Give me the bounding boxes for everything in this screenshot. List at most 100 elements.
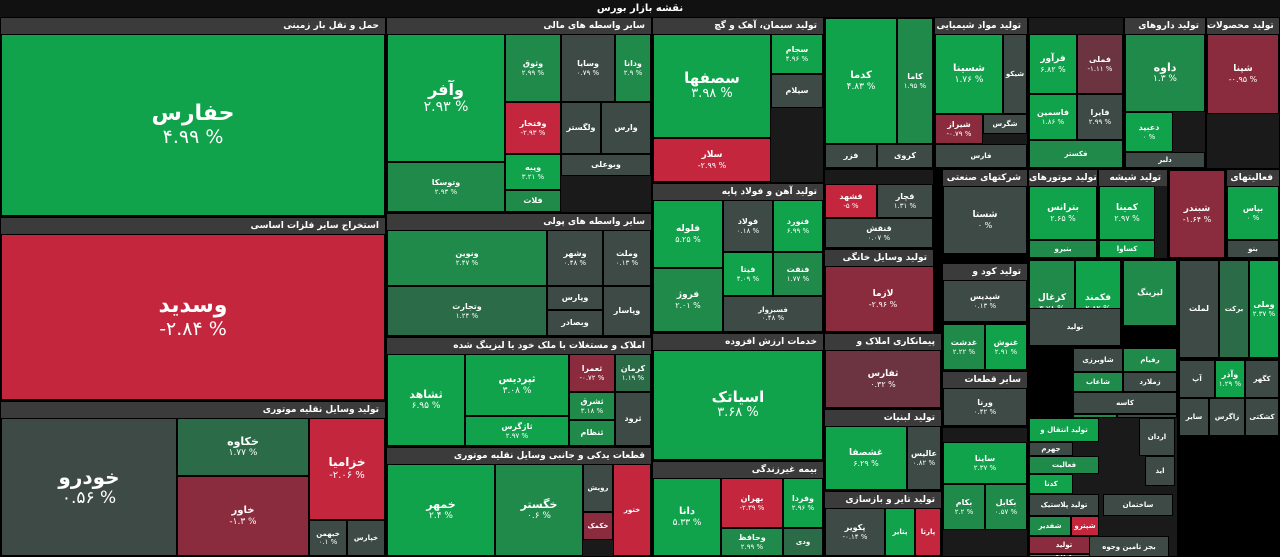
stock-tile[interactable]: بکابل ۰.۵۷ % [985, 484, 1027, 530]
stock-tile[interactable]: سایر [1179, 398, 1209, 436]
stock-tile[interactable]: رفیام [1123, 348, 1177, 372]
stock-tile[interactable]: شاوبرزی [1073, 348, 1123, 372]
stock-tile[interactable]: وتوسکا ۲.۹۳ % [387, 162, 505, 212]
sector-title[interactable]: بیمه غیرزندگی [653, 462, 823, 478]
stock-tile[interactable]: وشهر ۰.۴۸ % [547, 230, 603, 286]
stock-tile[interactable]: شگرس [983, 114, 1027, 134]
stock-tile[interactable]: خکاوه ۱.۷۷ % [177, 418, 309, 476]
stock-tile[interactable]: فلوله ۵.۲۵ % [653, 200, 723, 268]
stock-tile[interactable]: سیلام [771, 74, 823, 108]
stock-tile[interactable]: فعالیت [1029, 456, 1099, 474]
stock-tile[interactable]: وآذر ۱.۲۹ % [1215, 360, 1245, 398]
sector-title[interactable]: تولید مواد شیمیایی [935, 18, 1027, 34]
stock-tile[interactable]: شیراز -۰.۷۹ % [935, 114, 983, 144]
stock-tile[interactable]: تولید انتقال و [1029, 418, 1099, 442]
stock-tile[interactable]: خگستر ۰.۶ % [495, 464, 583, 556]
stock-tile[interactable]: ودی [783, 528, 823, 556]
stock-tile[interactable]: اسیاتک ۳.۶۸ % [653, 350, 823, 460]
stock-tile[interactable]: غشصفا ۶.۲۹ % [825, 426, 907, 490]
stock-tile[interactable]: ثرود [615, 392, 651, 446]
stock-tile[interactable]: فرآور ۶.۸۲ % [1029, 34, 1077, 94]
stock-tile[interactable]: ویبه ۳.۲۱ % [505, 154, 561, 190]
stock-tile[interactable]: کگهر [1245, 360, 1279, 398]
stock-tile[interactable]: خودرو ۰.۵۶ % [1, 418, 177, 556]
stock-tile[interactable]: وفردا ۲.۹۶ % [783, 478, 823, 528]
sector-title[interactable]: املاک و مستغلات با ملک خود یا لیزینگ شده [387, 338, 651, 354]
stock-tile[interactable]: ثپردیس ۳.۰۸ % [465, 354, 569, 416]
stock-tile[interactable]: فولاد ۰.۱۸ % [723, 200, 773, 252]
stock-tile[interactable]: فارس [935, 144, 1027, 168]
sector-title[interactable]: تولید کود و [943, 264, 1027, 280]
stock-tile[interactable]: ودانا ۲.۹ % [615, 34, 651, 102]
stock-tile[interactable]: شسینا ۱.۷۶ % [935, 34, 1003, 114]
stock-tile[interactable]: داوه ۱.۳ % [1125, 34, 1205, 112]
stock-tile[interactable]: شپدیس ۰.۱۳ % [943, 280, 1027, 322]
stock-tile[interactable]: قچار ۱.۳۱ % [877, 184, 933, 218]
sector-title[interactable]: تولید وسایل خانگی [825, 250, 933, 266]
stock-tile[interactable]: کاما ۱.۹۵ % [897, 18, 933, 144]
stock-tile[interactable]: ساینا ۲.۳۷ % [943, 442, 1027, 484]
stock-tile[interactable]: فملی -۱.۱۱ % [1077, 34, 1123, 94]
sector-title[interactable]: قطعات یدکی و جانبی وسایل نقلیه موتوری [387, 448, 651, 464]
stock-tile[interactable]: غنوش ۲.۹۱ % [985, 324, 1027, 370]
stock-tile[interactable]: فنفت ۱.۷۷ % [773, 252, 823, 296]
sector-title[interactable]: تولید وسایل نقلیه موتوری [1, 402, 385, 418]
stock-tile[interactable]: تولید پلاستیک [1029, 494, 1099, 516]
sector-title[interactable]: تولید محصولات [1207, 18, 1279, 34]
stock-tile[interactable]: شیکو [1003, 34, 1027, 114]
sector-title[interactable]: پیمانکاری املاک و [825, 334, 941, 350]
stock-tile[interactable]: وبصادر [547, 310, 603, 336]
sector-title[interactable]: تولید آهن و فولاد پایه [653, 184, 823, 200]
stock-tile[interactable]: ختور [613, 464, 651, 556]
stock-tile[interactable]: خزامیا -۲.۰۶ % [309, 418, 385, 520]
sector-title[interactable]: تولید لبنیات [825, 410, 941, 426]
stock-tile[interactable]: شبندر -۱.۶۴ % [1169, 170, 1225, 258]
sector-title[interactable]: تولید موتورهای [1029, 170, 1097, 186]
stock-tile[interactable]: خکمک [583, 512, 613, 540]
stock-tile[interactable]: تولید [1029, 308, 1121, 346]
stock-tile[interactable]: ساختمان [1103, 494, 1173, 516]
stock-tile[interactable]: ثفارس ۰.۳۲ % [825, 350, 941, 408]
stock-tile[interactable]: تولید [1029, 536, 1099, 554]
stock-tile[interactable]: دانا ۵.۳۳ % [653, 478, 721, 556]
stock-tile[interactable]: شاعاب [1073, 372, 1123, 392]
stock-tile[interactable]: فلات [505, 190, 561, 212]
stock-tile[interactable]: سلار -۲.۹۹ % [653, 138, 771, 182]
stock-tile[interactable]: بنیرو [1029, 240, 1097, 258]
stock-tile[interactable]: فنورد ۶.۹۹ % [773, 200, 823, 252]
sector-title[interactable]: حمل و نقل بار زمینی [1, 18, 385, 34]
stock-tile[interactable]: فیتا ۴.۰۹ % [723, 252, 773, 296]
stock-tile[interactable]: بهران -۲.۳۹ % [721, 478, 783, 528]
stock-tile[interactable]: پتایر [885, 508, 915, 556]
stock-tile[interactable]: خمهر ۲.۴ % [387, 464, 495, 556]
stock-tile[interactable]: اردان [1139, 418, 1175, 456]
stock-tile[interactable]: کساوا [1099, 240, 1155, 258]
stock-tile[interactable]: ثعمرا -۰.۷۲ % [569, 354, 615, 392]
stock-tile[interactable]: لازما -۲.۹۶ % [825, 266, 933, 332]
stock-tile[interactable]: ثنظام [569, 420, 615, 446]
sector-title[interactable]: تولید سیمان، آهک و گچ [653, 18, 823, 34]
stock-tile[interactable]: آپ [1179, 360, 1215, 398]
stock-tile[interactable]: رویش [583, 464, 613, 512]
stock-tile[interactable]: زملارد [1123, 372, 1177, 392]
stock-tile[interactable]: کدنا [1029, 474, 1073, 494]
stock-tile[interactable]: وآفر ۲.۹۳ % [387, 34, 505, 162]
stock-tile[interactable]: کمینا ۲.۹۷ % [1099, 186, 1155, 240]
stock-tile[interactable]: ونوین ۲.۴۷ % [387, 230, 547, 286]
stock-tile[interactable]: وملی ۲.۳۷ % [1249, 260, 1279, 358]
stock-tile[interactable]: خپارس [347, 520, 385, 556]
stock-tile[interactable]: قشهد -۵ % [825, 184, 877, 218]
stock-tile[interactable]: ولگستر [561, 102, 601, 154]
stock-tile[interactable]: بترانس ۲.۶۵ % [1029, 186, 1097, 240]
stock-tile[interactable]: لملت [1179, 260, 1219, 358]
stock-tile[interactable]: فایرا ۲.۹۹ % [1077, 94, 1123, 140]
stock-tile[interactable]: کدما ۴.۸۳ % [825, 18, 897, 144]
stock-tile[interactable]: شفدیر [1029, 516, 1071, 536]
stock-tile[interactable]: زاگرس [1209, 398, 1245, 436]
stock-tile[interactable]: لیزینگ [1123, 260, 1177, 326]
stock-tile[interactable]: شپترو [1071, 516, 1099, 536]
sector-title[interactable]: سایر واسطه های مالی [387, 18, 651, 34]
stock-tile[interactable]: وحافظ ۲.۹۹ % [721, 528, 783, 556]
stock-tile[interactable]: کاسه [1073, 392, 1177, 414]
stock-tile[interactable]: خبهمن ۰.۱ % [309, 520, 347, 556]
